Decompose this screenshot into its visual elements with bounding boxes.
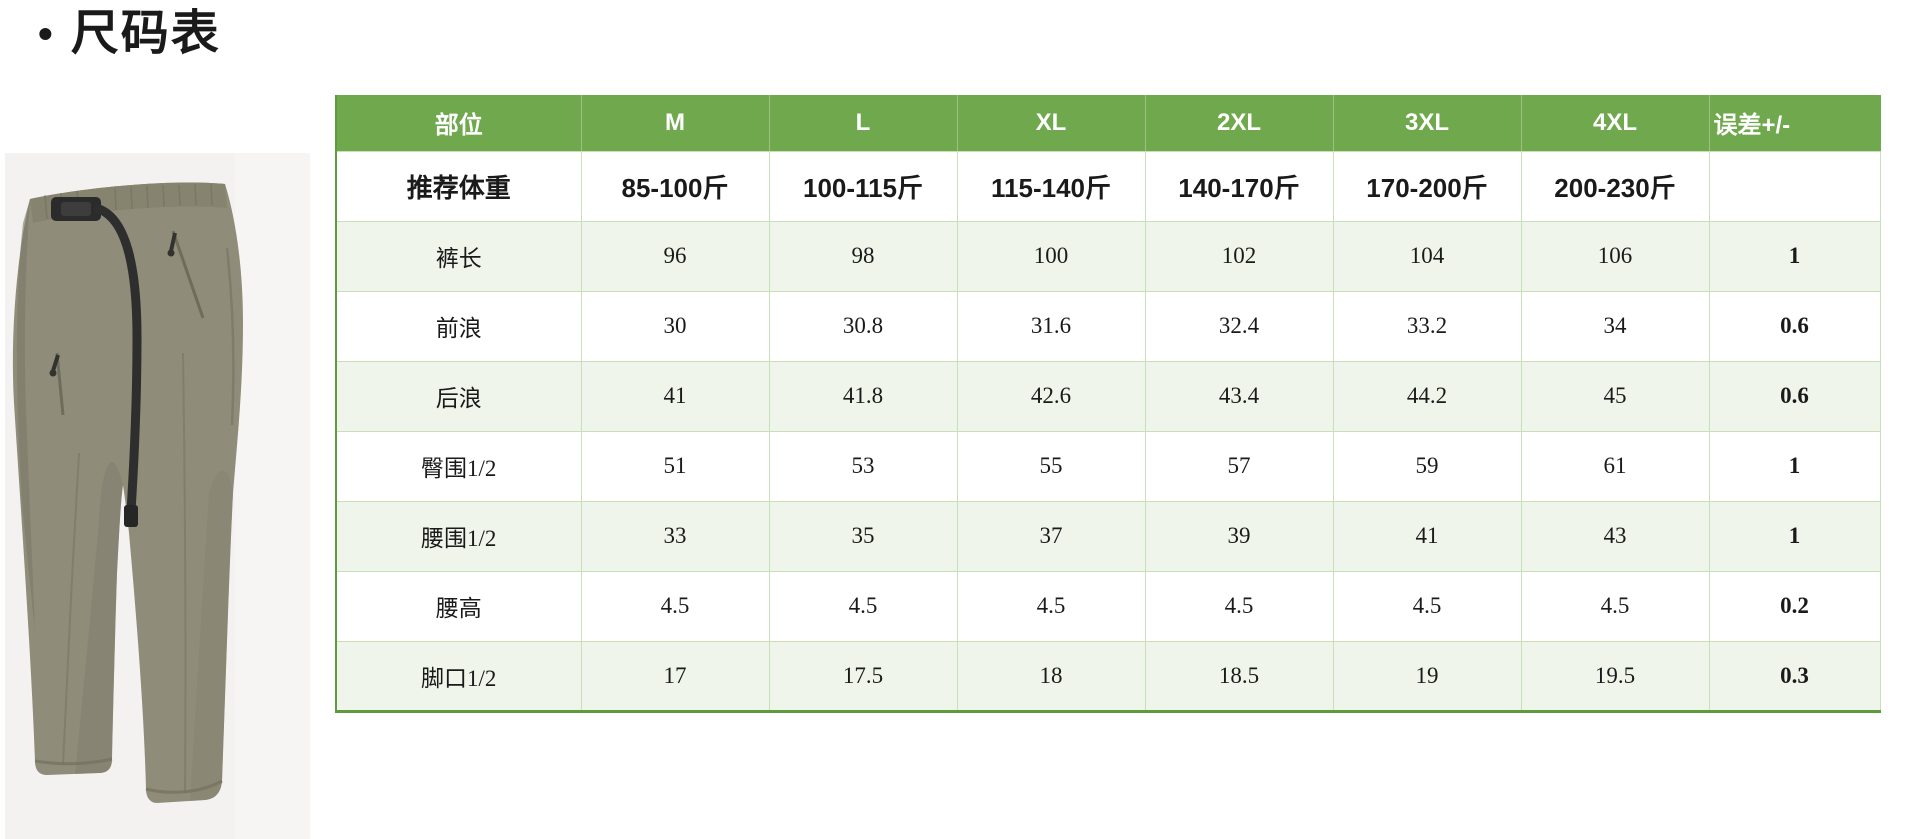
table-cell: 33.2 bbox=[1333, 291, 1522, 362]
table-cell: 1 bbox=[1709, 221, 1881, 292]
table-cell: 200-230斤 bbox=[1521, 151, 1710, 222]
table-cell: 4.5 bbox=[581, 571, 770, 642]
table-cell: 4.5 bbox=[769, 571, 958, 642]
table-cell: 0.6 bbox=[1709, 361, 1881, 432]
table-row: 脚口1/2 17 17.5 18 18.5 19 19.5 0.3 bbox=[336, 641, 1881, 712]
header-row: 部位 M L XL 2XL 3XL 4XL 误差+/- bbox=[336, 95, 1881, 152]
table-cell: 4.5 bbox=[1333, 571, 1522, 642]
column-header: 部位 bbox=[336, 95, 582, 152]
table-cell: 0.6 bbox=[1709, 291, 1881, 362]
row-label: 裤长 bbox=[336, 221, 582, 292]
column-header: 4XL bbox=[1521, 95, 1710, 152]
row-label: 腰高 bbox=[336, 571, 582, 642]
size-chart-table: 部位 M L XL 2XL 3XL 4XL 误差+/- 推荐体重 85-100斤 100-115斤… bbox=[335, 95, 1881, 713]
table-cell: 85-100斤 bbox=[581, 151, 770, 222]
table-cell: 53 bbox=[769, 431, 958, 502]
row-label: 推荐体重 bbox=[336, 151, 582, 222]
table-cell: 37 bbox=[957, 501, 1146, 572]
page-title: • 尺码表 bbox=[38, 2, 221, 66]
table-cell: 19.5 bbox=[1521, 641, 1710, 712]
table-cell bbox=[1709, 151, 1881, 222]
table-cell: 55 bbox=[957, 431, 1146, 502]
table-cell: 30 bbox=[581, 291, 770, 362]
column-header: 3XL bbox=[1333, 95, 1522, 152]
column-header: 2XL bbox=[1145, 95, 1334, 152]
table-cell: 19 bbox=[1333, 641, 1522, 712]
table-cell: 31.6 bbox=[957, 291, 1146, 362]
table-cell: 17.5 bbox=[769, 641, 958, 712]
column-header: L bbox=[769, 95, 958, 152]
page-title-text: 尺码表 bbox=[70, 7, 221, 60]
table-cell: 140-170斤 bbox=[1145, 151, 1334, 222]
row-label: 前浪 bbox=[336, 291, 582, 362]
table-row: 裤长 96 98 100 102 104 106 1 bbox=[336, 221, 1881, 292]
size-chart: 部位 M L XL 2XL 3XL 4XL 误差+/- 推荐体重 85-100斤 100-115斤… bbox=[335, 95, 1881, 713]
table-cell: 39 bbox=[1145, 501, 1334, 572]
table-cell: 4.5 bbox=[957, 571, 1146, 642]
row-label: 腰围1/2 bbox=[336, 501, 582, 572]
table-cell: 43 bbox=[1521, 501, 1710, 572]
table-cell: 33 bbox=[581, 501, 770, 572]
table-cell: 4.5 bbox=[1145, 571, 1334, 642]
table-cell: 61 bbox=[1521, 431, 1710, 502]
table-cell: 57 bbox=[1145, 431, 1334, 502]
column-header: 误差+/- bbox=[1709, 95, 1881, 152]
table-cell: 115-140斤 bbox=[957, 151, 1146, 222]
table-cell: 1 bbox=[1709, 431, 1881, 502]
table-cell: 98 bbox=[769, 221, 958, 292]
table-cell: 100 bbox=[957, 221, 1146, 292]
pants-graphic bbox=[5, 153, 310, 839]
table-cell: 41 bbox=[1333, 501, 1522, 572]
table-cell: 44.2 bbox=[1333, 361, 1522, 432]
table-row: 后浪 41 41.8 42.6 43.4 44.2 45 0.6 bbox=[336, 361, 1881, 432]
table-cell: 96 bbox=[581, 221, 770, 292]
table-cell: 42.6 bbox=[957, 361, 1146, 432]
table-cell: 59 bbox=[1333, 431, 1522, 502]
size-chart-header: 部位 M L XL 2XL 3XL 4XL 误差+/- bbox=[336, 95, 1881, 152]
table-cell: 41.8 bbox=[769, 361, 958, 432]
table-row: 前浪 30 30.8 31.6 32.4 33.2 34 0.6 bbox=[336, 291, 1881, 362]
size-chart-body: 推荐体重 85-100斤 100-115斤 115-140斤 140-170斤 170-2… bbox=[336, 151, 1881, 712]
table-cell: 30.8 bbox=[769, 291, 958, 362]
column-header: XL bbox=[957, 95, 1146, 152]
table-cell: 34 bbox=[1521, 291, 1710, 362]
table-cell: 35 bbox=[769, 501, 958, 572]
table-cell: 4.5 bbox=[1521, 571, 1710, 642]
table-cell: 45 bbox=[1521, 361, 1710, 432]
bullet-icon: • bbox=[38, 10, 53, 57]
table-cell: 18.5 bbox=[1145, 641, 1334, 712]
table-cell: 1 bbox=[1709, 501, 1881, 572]
table-cell: 0.2 bbox=[1709, 571, 1881, 642]
column-header: M bbox=[581, 95, 770, 152]
table-cell: 17 bbox=[581, 641, 770, 712]
table-cell: 18 bbox=[957, 641, 1146, 712]
table-cell: 106 bbox=[1521, 221, 1710, 292]
table-cell: 0.3 bbox=[1709, 641, 1881, 712]
table-row: 臀围1/2 51 53 55 57 59 61 1 bbox=[336, 431, 1881, 502]
table-cell: 170-200斤 bbox=[1333, 151, 1522, 222]
table-row: 腰围1/2 33 35 37 39 41 43 1 bbox=[336, 501, 1881, 572]
table-row: 推荐体重 85-100斤 100-115斤 115-140斤 140-170斤 170-2… bbox=[336, 151, 1881, 222]
table-cell: 51 bbox=[581, 431, 770, 502]
table-cell: 43.4 bbox=[1145, 361, 1334, 432]
table-row: 腰高 4.5 4.5 4.5 4.5 4.5 4.5 0.2 bbox=[336, 571, 1881, 642]
table-cell: 104 bbox=[1333, 221, 1522, 292]
row-label: 臀围1/2 bbox=[336, 431, 582, 502]
row-label: 后浪 bbox=[336, 361, 582, 432]
table-cell: 100-115斤 bbox=[769, 151, 958, 222]
table-cell: 41 bbox=[581, 361, 770, 432]
table-cell: 102 bbox=[1145, 221, 1334, 292]
product-photo bbox=[5, 153, 310, 839]
table-cell: 32.4 bbox=[1145, 291, 1334, 362]
row-label: 脚口1/2 bbox=[336, 641, 582, 712]
